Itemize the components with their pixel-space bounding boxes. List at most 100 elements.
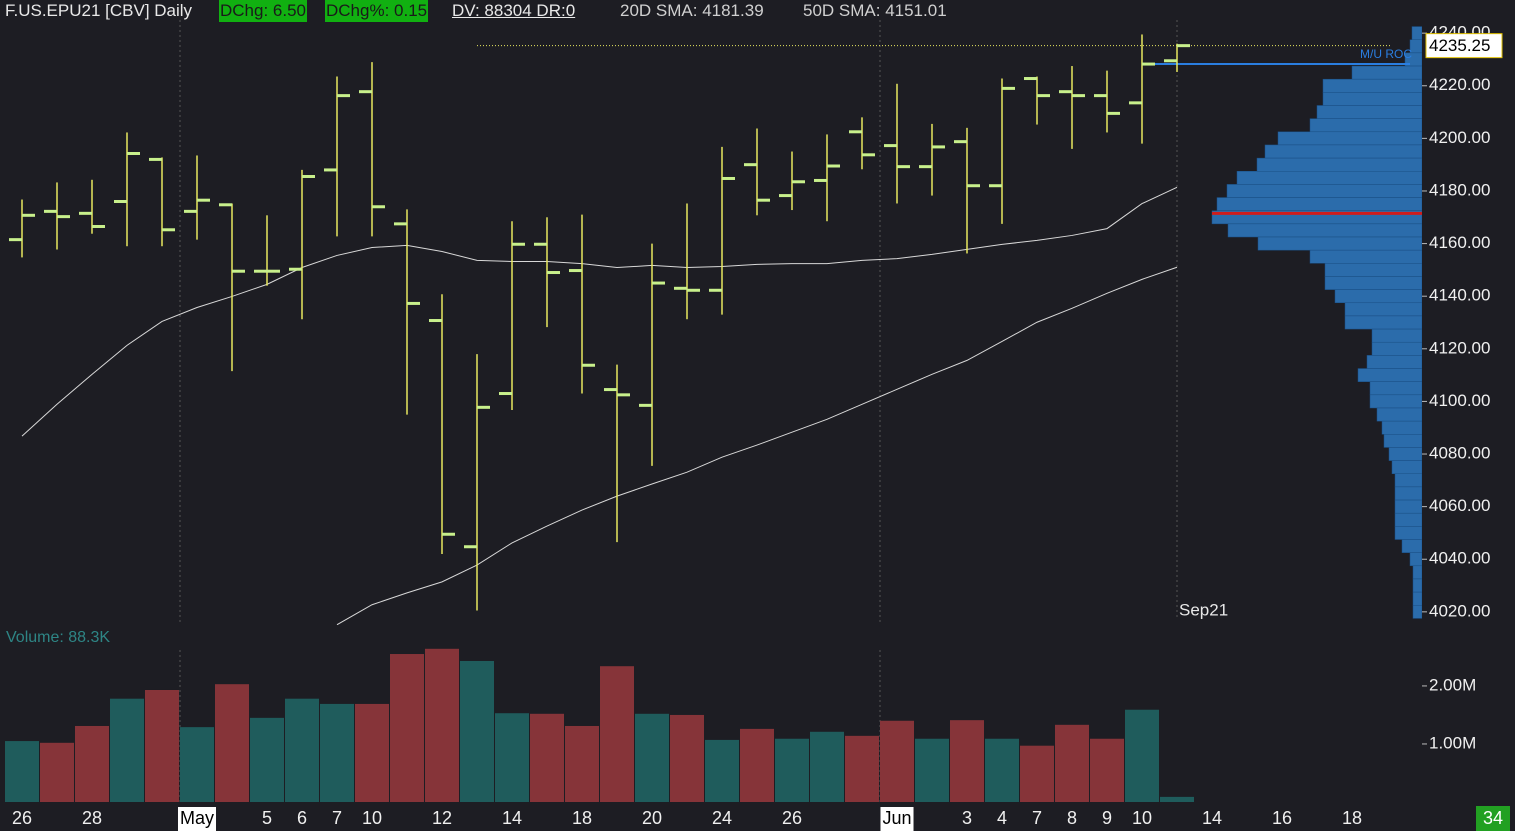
volume-bar	[250, 717, 284, 802]
volume-bar	[530, 713, 564, 802]
profile-bar	[1322, 78, 1422, 93]
x-tick-label: 6	[297, 808, 307, 828]
x-tick-label: 10	[1132, 808, 1152, 828]
volume-bar	[390, 654, 424, 802]
title: F.US.EPU21 [CBV] Daily	[5, 1, 193, 20]
profile-bar	[1366, 355, 1422, 369]
bar-count-box	[1476, 806, 1510, 831]
volume-bar	[320, 703, 354, 802]
stat-dchg: DChg: 6.50	[219, 0, 307, 22]
x-tick-label: 8	[1067, 808, 1077, 828]
x-tick-label: 7	[1032, 808, 1042, 828]
y-tick-label: 4140.00	[1429, 286, 1490, 305]
volume-bar	[915, 738, 949, 802]
volume-bar	[705, 739, 739, 802]
y-tick-label: 4160.00	[1429, 233, 1490, 252]
x-tick-label: 16	[1272, 808, 1292, 828]
bar-count: 34	[1483, 808, 1503, 828]
profile-bar	[1394, 526, 1422, 540]
profile-bar	[1381, 420, 1422, 435]
x-tick-highlight	[880, 807, 914, 831]
volume-pane	[5, 648, 1194, 802]
x-tick-label: 10	[362, 808, 382, 828]
y-tick-label: 4180.00	[1429, 180, 1490, 199]
profile-bar	[1257, 236, 1422, 251]
x-tick-label: 26	[12, 808, 32, 828]
profile-bar	[1334, 289, 1422, 304]
last-price-label: 4235.25	[1429, 36, 1490, 55]
volume-bar	[285, 698, 319, 802]
profile-bar	[1216, 197, 1422, 211]
volume-bar	[880, 720, 914, 802]
volume-bar	[1020, 745, 1054, 802]
volume-bar	[845, 735, 879, 802]
x-tick-label: 18	[572, 808, 592, 828]
profile-bar	[1371, 328, 1422, 343]
profile-bar	[1394, 473, 1422, 488]
y-tick-label: 4080.00	[1429, 444, 1490, 463]
profile-bar	[1369, 381, 1422, 396]
stat-dchg-pct: DChg%: 0.15	[325, 0, 429, 22]
profile-bar	[1309, 118, 1422, 133]
profile-bar	[1412, 605, 1422, 619]
profile-bar	[1324, 263, 1422, 277]
volume-bar	[635, 713, 669, 802]
volume-bar	[180, 727, 214, 802]
x-tick-label: 24	[712, 808, 732, 828]
volume-bar	[600, 666, 634, 802]
profile-bar	[1394, 512, 1422, 527]
x-tick-label: 3	[962, 808, 972, 828]
x-tick-label: 12	[432, 808, 452, 828]
volume-bar	[740, 728, 774, 802]
y-tick-label: 4100.00	[1429, 391, 1490, 410]
profile-bar	[1412, 565, 1422, 580]
profile-bar	[1236, 171, 1422, 185]
volume-bar	[670, 714, 704, 802]
profile-bar	[1371, 341, 1422, 356]
profile-bar	[1394, 499, 1422, 514]
volume-bar	[1125, 709, 1159, 802]
price-pane: M/U ROC	[9, 20, 1422, 625]
volume-bar	[495, 713, 529, 802]
volume-bar	[5, 741, 39, 802]
profile-bar	[1351, 65, 1422, 80]
x-tick-label: 26	[782, 808, 802, 828]
volume-bar	[460, 660, 494, 802]
sma-line	[21, 186, 1178, 437]
profile-bar	[1357, 368, 1422, 382]
stat-sma50: 50D SMA: 4151.01	[803, 1, 947, 20]
profile-bar	[1344, 302, 1422, 317]
volume-tick-label: 1.00M	[1429, 733, 1476, 752]
profile-bar	[1324, 276, 1422, 290]
volume-bar	[145, 689, 179, 802]
profile-bar	[1383, 434, 1422, 448]
volume-label: Volume: 88.3K	[6, 629, 110, 646]
x-tick-label: May	[180, 808, 214, 828]
volume-bar	[215, 684, 249, 802]
profile-bar	[1277, 131, 1422, 146]
roc-label: M/U ROC	[1360, 47, 1412, 61]
profile-bar	[1227, 223, 1422, 238]
profile-bar	[1316, 105, 1422, 119]
y-tick-label: 4060.00	[1429, 496, 1490, 515]
volume-bar	[110, 698, 144, 802]
volume-bar	[985, 738, 1019, 802]
contract-label: Sep21	[1179, 600, 1228, 619]
y-tick-label: 4220.00	[1429, 75, 1490, 94]
stat-sma20: 20D SMA: 4181.39	[620, 1, 764, 20]
x-tick-label: 18	[1342, 808, 1362, 828]
volume-bar	[775, 738, 809, 802]
profile-bar	[1412, 578, 1422, 593]
y-tick-label: 4020.00	[1429, 601, 1490, 620]
x-tick-label: 7	[332, 808, 342, 828]
volume-bar	[565, 725, 599, 802]
volume-bar	[355, 703, 389, 802]
x-tick-highlight	[177, 807, 217, 831]
volume-bar	[1160, 796, 1194, 802]
x-tick-label: 9	[1102, 808, 1112, 828]
profile-bar	[1369, 394, 1422, 409]
last-price-box	[1425, 33, 1503, 59]
profile-bar	[1376, 407, 1422, 422]
